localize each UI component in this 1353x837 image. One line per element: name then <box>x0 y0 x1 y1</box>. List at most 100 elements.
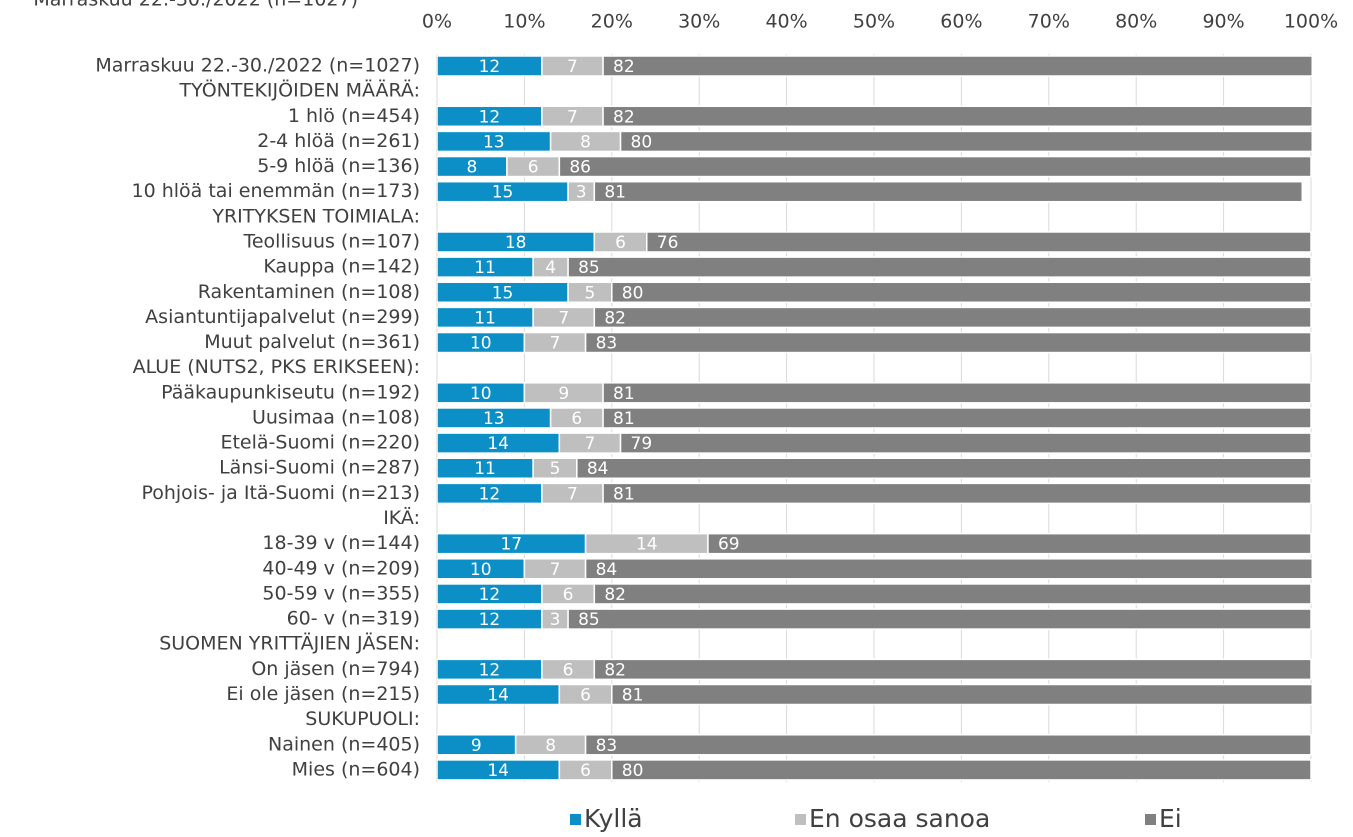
data-label: 84 <box>587 459 609 479</box>
x-tick-label: 0% <box>422 11 452 33</box>
data-label: 5 <box>550 459 561 479</box>
legend-swatch <box>570 814 581 825</box>
chart-title: Marraskuu 22.-30./2022 (n=1027) <box>33 0 358 11</box>
data-label: 9 <box>558 384 569 404</box>
data-label: 85 <box>578 610 600 630</box>
y-tick-label: 1 hlö (n=454) <box>288 105 420 127</box>
bar-segment <box>584 558 1312 580</box>
data-label: 7 <box>567 484 578 504</box>
data-label: 5 <box>585 283 596 303</box>
y-tick-label: ALUE (NUTS2, PKS ERIKSEEN): <box>133 356 420 378</box>
data-label: 10 <box>470 334 492 354</box>
data-label: 82 <box>604 308 626 328</box>
data-label: 3 <box>576 183 587 203</box>
y-tick-label: Pohjois- ja Itä-Suomi (n=213) <box>141 482 420 504</box>
bar-segment <box>602 105 1312 128</box>
y-tick-label: Uusimaa (n=108) <box>252 406 420 428</box>
data-label: 14 <box>636 535 658 555</box>
data-label: 80 <box>622 761 644 781</box>
data-label: 6 <box>563 585 574 605</box>
data-label: 6 <box>563 660 574 680</box>
data-label: 82 <box>604 660 626 680</box>
bar-segment <box>611 759 1312 781</box>
data-label: 81 <box>613 384 635 404</box>
data-label: 11 <box>474 308 496 328</box>
bar-segment <box>619 432 1312 454</box>
y-tick-label: 2-4 hlöä (n=261) <box>257 130 420 152</box>
legend-label: En osaa sanoa <box>809 804 990 833</box>
data-label: 9 <box>471 736 482 756</box>
data-label: 7 <box>585 434 596 454</box>
y-tick-label: 40-49 v (n=209) <box>262 557 420 579</box>
data-label: 12 <box>479 57 501 77</box>
bar-segment <box>567 256 1312 278</box>
bar-segment <box>611 683 1312 706</box>
data-label: 12 <box>479 610 501 630</box>
data-label: 6 <box>615 233 626 253</box>
data-label: 84 <box>596 560 618 580</box>
bar-segment <box>602 482 1312 505</box>
bar-segment <box>646 231 1312 253</box>
bar-segment <box>593 658 1312 681</box>
legend-label: Kyllä <box>584 804 643 833</box>
data-label: 80 <box>622 283 644 303</box>
data-label: 8 <box>545 736 556 756</box>
data-label: 10 <box>470 560 492 580</box>
y-tick-label: Muut palvelut (n=361) <box>204 331 420 353</box>
y-tick-label: Kauppa (n=142) <box>263 256 420 278</box>
y-tick-label: On jäsen (n=794) <box>251 658 420 680</box>
y-tick-label: 5-9 hlöä (n=136) <box>257 155 420 177</box>
y-tick-label: SUOMEN YRITTÄJIEN JÄSEN: <box>159 632 420 655</box>
data-label: 7 <box>567 57 578 77</box>
y-tick-label: 50-59 v (n=355) <box>262 582 420 604</box>
bar-segment <box>707 532 1312 555</box>
data-label: 85 <box>578 258 600 278</box>
data-label: 82 <box>613 57 635 77</box>
y-tick-label: SUKUPUOLI: <box>305 708 420 730</box>
y-tick-label: 60- v (n=319) <box>287 608 420 630</box>
data-label: 14 <box>487 761 509 781</box>
data-label: 3 <box>550 610 561 630</box>
data-label: 13 <box>483 409 505 429</box>
data-label: 6 <box>580 686 591 706</box>
bar-segment <box>602 55 1312 77</box>
data-label: 12 <box>479 660 501 680</box>
data-label: 14 <box>487 686 509 706</box>
y-tick-label: Etelä-Suomi (n=220) <box>220 432 420 454</box>
y-tick-label: IKÄ: <box>383 506 420 529</box>
x-tick-label: 60% <box>940 11 982 33</box>
bar-segment <box>584 734 1312 756</box>
data-label: 13 <box>483 132 505 152</box>
bar-segment <box>593 583 1312 605</box>
bar-segment <box>602 382 1312 404</box>
y-tick-label: Nainen (n=405) <box>268 733 420 755</box>
bar-segment <box>602 407 1312 429</box>
bar-segment <box>611 281 1312 304</box>
data-label: 81 <box>604 183 626 203</box>
y-tick-label: TYÖNTEKIJÖIDEN MÄÄRÄ: <box>179 79 420 102</box>
data-label: 81 <box>622 686 644 706</box>
bars <box>437 55 1312 781</box>
data-label: 69 <box>718 535 740 555</box>
data-label: 18 <box>505 233 527 253</box>
bar-segment <box>558 155 1312 178</box>
data-label: 15 <box>492 183 514 203</box>
y-tick-label: 18-39 v (n=144) <box>262 532 420 554</box>
data-label: 6 <box>580 761 591 781</box>
data-label: 82 <box>613 107 635 127</box>
data-label: 82 <box>604 585 626 605</box>
y-tick-label: Asiantuntijapalvelut (n=299) <box>145 306 420 328</box>
bar-segment <box>593 180 1304 203</box>
data-label: 86 <box>569 158 591 178</box>
bar-segment <box>619 130 1312 153</box>
data-label: 4 <box>545 258 556 278</box>
data-label: 8 <box>580 132 591 152</box>
data-label: 80 <box>631 132 653 152</box>
data-label: 79 <box>631 434 653 454</box>
y-tick-label: Rakentaminen (n=108) <box>198 281 420 303</box>
y-tick-label: Teollisuus (n=107) <box>242 230 420 252</box>
x-tick-label: 20% <box>591 11 633 33</box>
data-label: 76 <box>657 233 679 253</box>
data-label: 15 <box>492 283 514 303</box>
